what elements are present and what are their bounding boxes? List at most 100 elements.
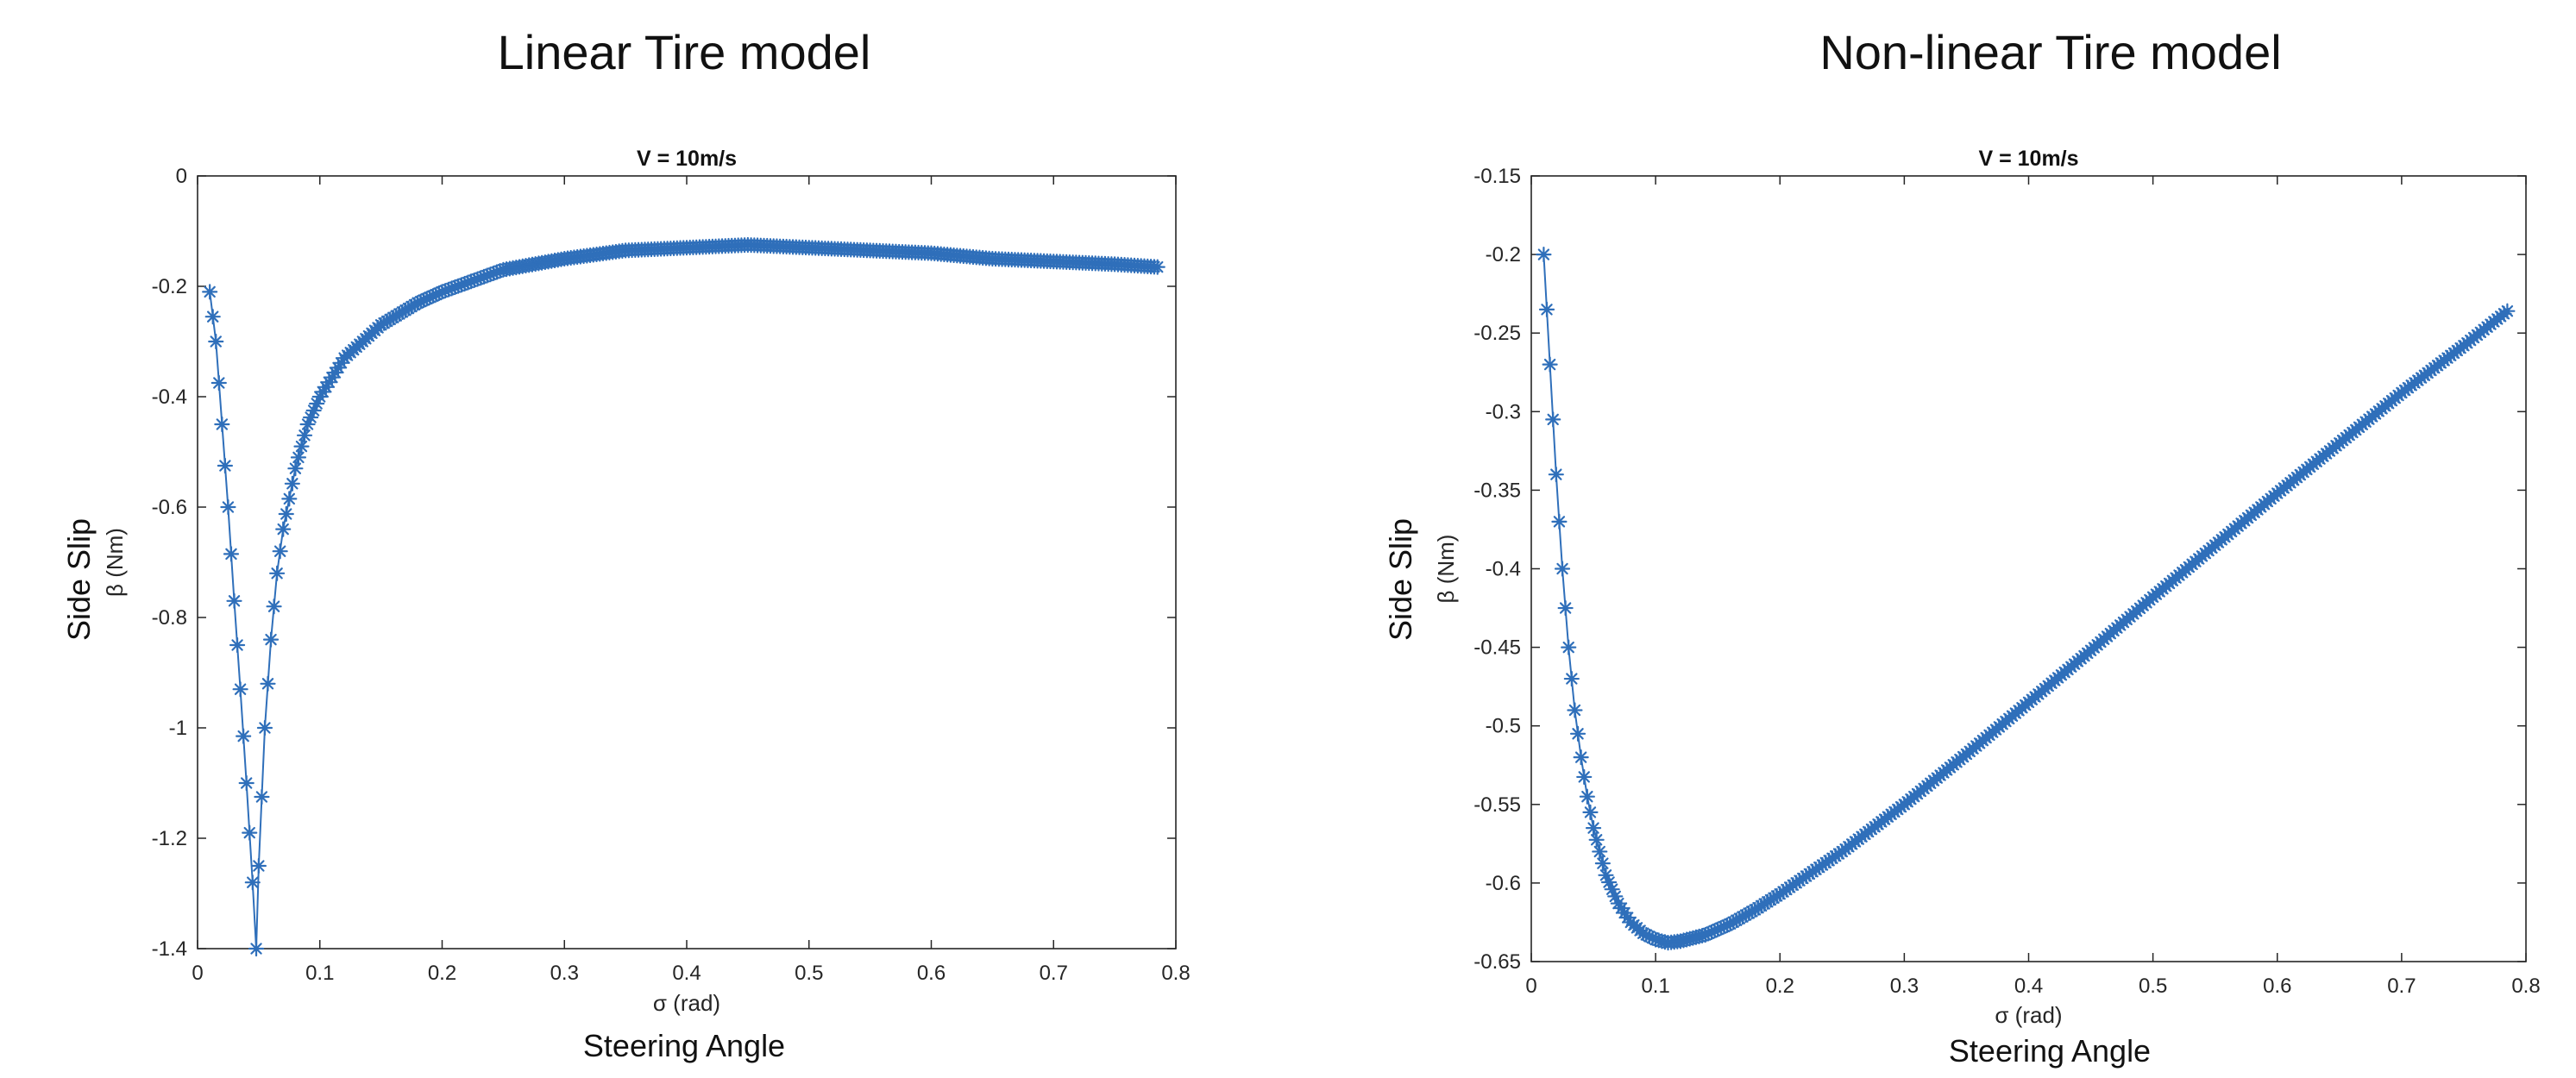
data-point-marker xyxy=(293,438,310,454)
data-point-marker xyxy=(469,271,486,287)
x-tick-label: 0.4 xyxy=(2014,975,2043,998)
data-point-marker xyxy=(479,267,495,284)
data-point-marker xyxy=(275,521,292,537)
data-point-marker xyxy=(1600,874,1618,891)
x-tick-label: 0.1 xyxy=(305,962,334,985)
data-point-marker xyxy=(486,265,502,281)
data-point-marker xyxy=(1545,411,1561,428)
data-point-marker xyxy=(327,364,343,381)
x-tick-label: 0.8 xyxy=(2511,975,2540,998)
data-point-marker xyxy=(1619,909,1636,926)
y-tick-label: -1 xyxy=(169,717,187,740)
data-point-marker xyxy=(1536,247,1552,263)
data-point-marker xyxy=(1582,804,1599,821)
y-tick-label: -0.8 xyxy=(152,606,187,630)
data-point-marker xyxy=(296,427,313,443)
y-tick-label: -0.15 xyxy=(1473,165,1521,188)
y-tick-label: -0.6 xyxy=(152,496,187,519)
data-point-marker xyxy=(1594,856,1611,872)
x-axis-label: σ (rad) xyxy=(653,990,720,1016)
data-point-marker xyxy=(220,498,236,516)
x-tick-label: 0.5 xyxy=(795,962,823,985)
data-point-marker xyxy=(202,284,218,300)
data-point-marker xyxy=(1554,561,1571,577)
left-y-caption: Side Slip xyxy=(61,517,97,642)
y-tick-label: -1.2 xyxy=(152,827,187,850)
data-point-marker xyxy=(482,266,499,283)
data-point-marker xyxy=(473,270,489,286)
data-point-marker xyxy=(428,286,444,303)
data-point-marker xyxy=(418,291,435,307)
data-point-marker xyxy=(1551,513,1568,530)
data-point-marker xyxy=(287,461,304,477)
x-tick-label: 0.7 xyxy=(1040,962,1068,985)
data-point-marker xyxy=(321,374,337,391)
right-x-caption: Steering Angle xyxy=(1948,1033,2152,1069)
x-tick-label: 0.4 xyxy=(672,962,701,985)
x-tick-label: 0.1 xyxy=(1641,975,1669,998)
data-point-marker xyxy=(460,274,476,291)
data-point-marker xyxy=(1718,917,1736,933)
x-axis-label: σ (rad) xyxy=(1995,1002,2062,1028)
data-point-marker xyxy=(1712,919,1729,937)
data-point-marker xyxy=(204,309,221,325)
data-point-marker xyxy=(1149,259,1165,275)
data-point-marker xyxy=(1706,923,1723,939)
plot-frame xyxy=(1530,175,2527,962)
y-axis-label: β (Nm) xyxy=(1433,535,1459,604)
data-point-marker xyxy=(1598,867,1614,883)
y-tick-label: 0 xyxy=(176,165,187,188)
data-point-marker xyxy=(248,940,265,957)
data-point-marker xyxy=(229,636,246,654)
data-point-marker xyxy=(1613,899,1630,917)
data-point-marker xyxy=(232,681,248,698)
data-point-marker xyxy=(256,719,273,736)
data-point-marker xyxy=(330,360,347,376)
data-point-marker xyxy=(443,280,460,297)
right-slide-title: Non-linear Tire model xyxy=(1819,25,2282,79)
data-point-marker xyxy=(208,333,224,350)
y-tick-label: -0.65 xyxy=(1473,950,1521,974)
data-point-marker xyxy=(466,272,482,289)
y-tick-label: -0.4 xyxy=(152,385,187,409)
data-point-marker xyxy=(272,543,288,560)
data-point-marker xyxy=(238,774,254,792)
data-point-marker xyxy=(488,264,506,280)
data-point-marker xyxy=(1573,749,1589,766)
data-point-marker xyxy=(412,293,429,310)
y-tick-label: -0.2 xyxy=(1486,243,1521,266)
right-y-caption: Side Slip xyxy=(1383,517,1418,642)
data-point-marker xyxy=(1744,903,1760,920)
data-point-marker xyxy=(309,395,325,412)
data-point-marker xyxy=(450,278,467,294)
data-point-marker xyxy=(305,402,322,419)
data-point-marker xyxy=(1588,831,1605,848)
y-tick-label: -0.55 xyxy=(1473,793,1521,817)
chart-title: V = 10m/s xyxy=(1978,147,2078,171)
data-point-marker xyxy=(262,631,280,648)
series-markers xyxy=(202,236,1165,957)
data-point-marker xyxy=(453,277,469,293)
data-point-marker xyxy=(278,505,294,523)
x-tick-label: 0 xyxy=(192,962,203,985)
data-point-marker xyxy=(430,285,448,302)
plot-frame xyxy=(197,175,1177,950)
data-point-marker xyxy=(250,857,267,874)
x-tick-label: 0.5 xyxy=(2139,975,2167,998)
data-point-marker xyxy=(284,475,300,492)
data-point-marker xyxy=(1638,926,1655,943)
y-tick-label: -0.2 xyxy=(152,275,187,298)
data-point-marker xyxy=(1548,467,1564,483)
data-point-marker xyxy=(1592,843,1608,860)
data-point-marker xyxy=(1641,928,1658,944)
y-tick-label: -1.4 xyxy=(152,937,187,961)
x-tick-label: 0.3 xyxy=(1890,975,1919,998)
data-point-marker xyxy=(1741,905,1757,922)
chart-title: V = 10m/s xyxy=(637,147,737,171)
data-point-marker xyxy=(299,416,316,433)
data-point-marker xyxy=(266,599,282,615)
data-point-marker xyxy=(424,288,441,304)
data-point-marker xyxy=(456,275,473,292)
data-point-marker xyxy=(333,354,349,371)
